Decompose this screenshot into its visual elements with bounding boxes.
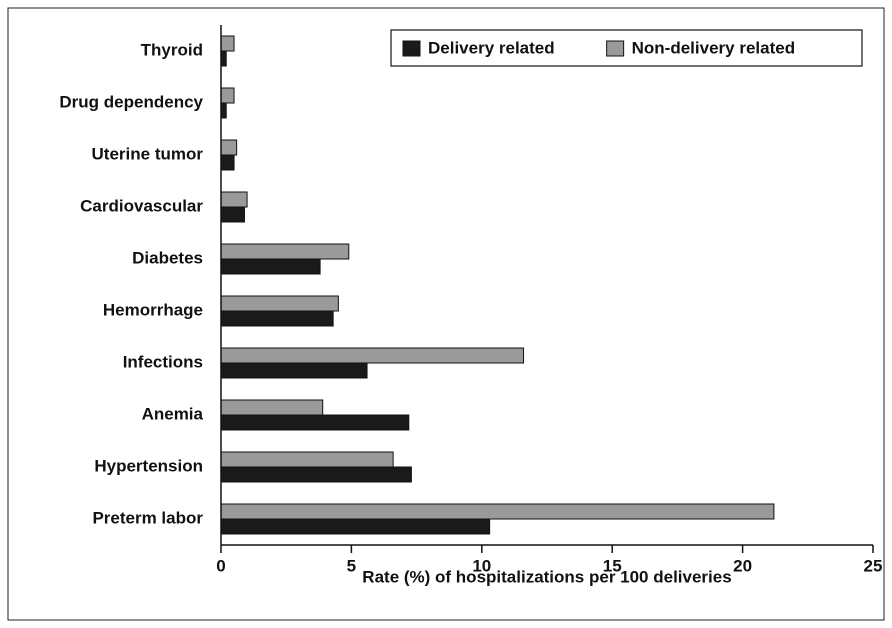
y-tick-label: Uterine tumor bbox=[92, 144, 204, 163]
legend-swatch bbox=[402, 40, 421, 57]
x-tick-label: 10 bbox=[472, 556, 491, 575]
y-tick-label: Preterm labor bbox=[92, 508, 203, 527]
x-tick-label: 25 bbox=[864, 556, 883, 575]
bar bbox=[220, 191, 248, 208]
y-tick-label: Anemia bbox=[142, 404, 204, 423]
x-tick-label: 20 bbox=[733, 556, 752, 575]
bar bbox=[220, 243, 350, 260]
bar bbox=[220, 414, 410, 431]
x-tick-label: 5 bbox=[347, 556, 356, 575]
bar bbox=[220, 102, 227, 119]
x-axis-label: Rate (%) of hospitalizations per 100 del… bbox=[362, 567, 731, 586]
bar bbox=[220, 518, 491, 535]
bar bbox=[220, 50, 227, 67]
bar bbox=[220, 451, 394, 468]
legend-box bbox=[390, 29, 863, 67]
bar bbox=[220, 466, 412, 483]
bar bbox=[220, 295, 339, 312]
y-tick-label: Hemorrhage bbox=[103, 300, 203, 319]
frame bbox=[7, 7, 885, 621]
x-tick-label: 0 bbox=[216, 556, 225, 575]
legend-swatch bbox=[606, 40, 625, 57]
y-tick-label: Thyroid bbox=[141, 40, 203, 59]
legend-label: Non-delivery related bbox=[632, 38, 795, 57]
y-tick-label: Cardiovascular bbox=[80, 196, 203, 215]
bar bbox=[220, 206, 245, 223]
y-tick-label: Hypertension bbox=[94, 456, 203, 475]
bar bbox=[220, 139, 238, 156]
y-tick-label: Infections bbox=[123, 352, 203, 371]
legend-label: Delivery related bbox=[428, 38, 555, 57]
bar bbox=[220, 87, 235, 104]
y-tick-label: Diabetes bbox=[132, 248, 203, 267]
bar bbox=[220, 347, 525, 364]
y-tick-label: Drug dependency bbox=[59, 92, 203, 111]
bar bbox=[220, 362, 368, 379]
bar bbox=[220, 154, 235, 171]
x-tick-label: 15 bbox=[603, 556, 622, 575]
bar bbox=[220, 35, 235, 52]
bar bbox=[220, 399, 324, 416]
bar bbox=[220, 503, 775, 520]
bar bbox=[220, 258, 321, 275]
bar bbox=[220, 310, 334, 327]
